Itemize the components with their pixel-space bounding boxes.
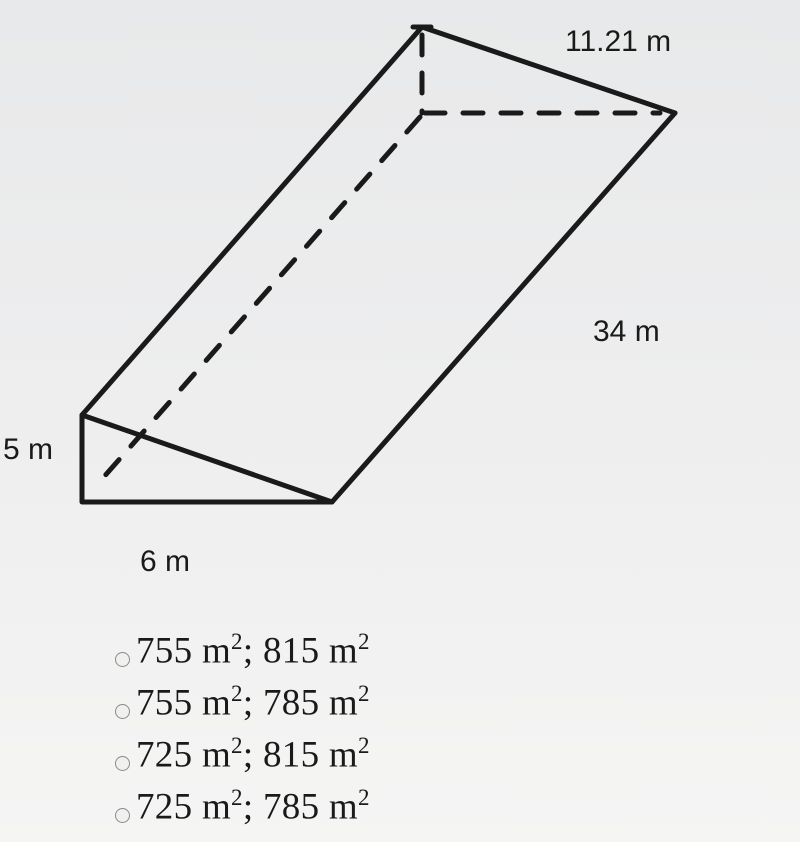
radio-icon[interactable] (115, 652, 130, 667)
option-row[interactable]: 755 m2; 785 m2 (115, 677, 370, 729)
prism-svg (0, 5, 800, 585)
radio-icon[interactable] (115, 756, 130, 771)
answer-options: 755 m2; 815 m2 755 m2; 785 m2 725 m2; 81… (115, 625, 370, 833)
option-text: 725 m2; 815 m2 (136, 733, 370, 776)
option-row[interactable]: 755 m2; 815 m2 (115, 625, 370, 677)
option-row[interactable]: 725 m2; 785 m2 (115, 781, 370, 833)
label-top-right: 11.21 m (565, 25, 671, 59)
option-text: 725 m2; 785 m2 (136, 785, 370, 828)
label-left-side: 5 m (3, 433, 53, 467)
option-row[interactable]: 725 m2; 815 m2 (115, 729, 370, 781)
label-bottom-base: 6 m (140, 545, 190, 579)
radio-icon[interactable] (115, 808, 130, 823)
prism-diagram: 11.21 m 34 m 5 m 6 m (0, 5, 800, 585)
option-text: 755 m2; 815 m2 (136, 629, 370, 672)
label-right-side: 34 m (593, 315, 660, 349)
option-text: 755 m2; 785 m2 (136, 681, 370, 724)
radio-icon[interactable] (115, 704, 130, 719)
